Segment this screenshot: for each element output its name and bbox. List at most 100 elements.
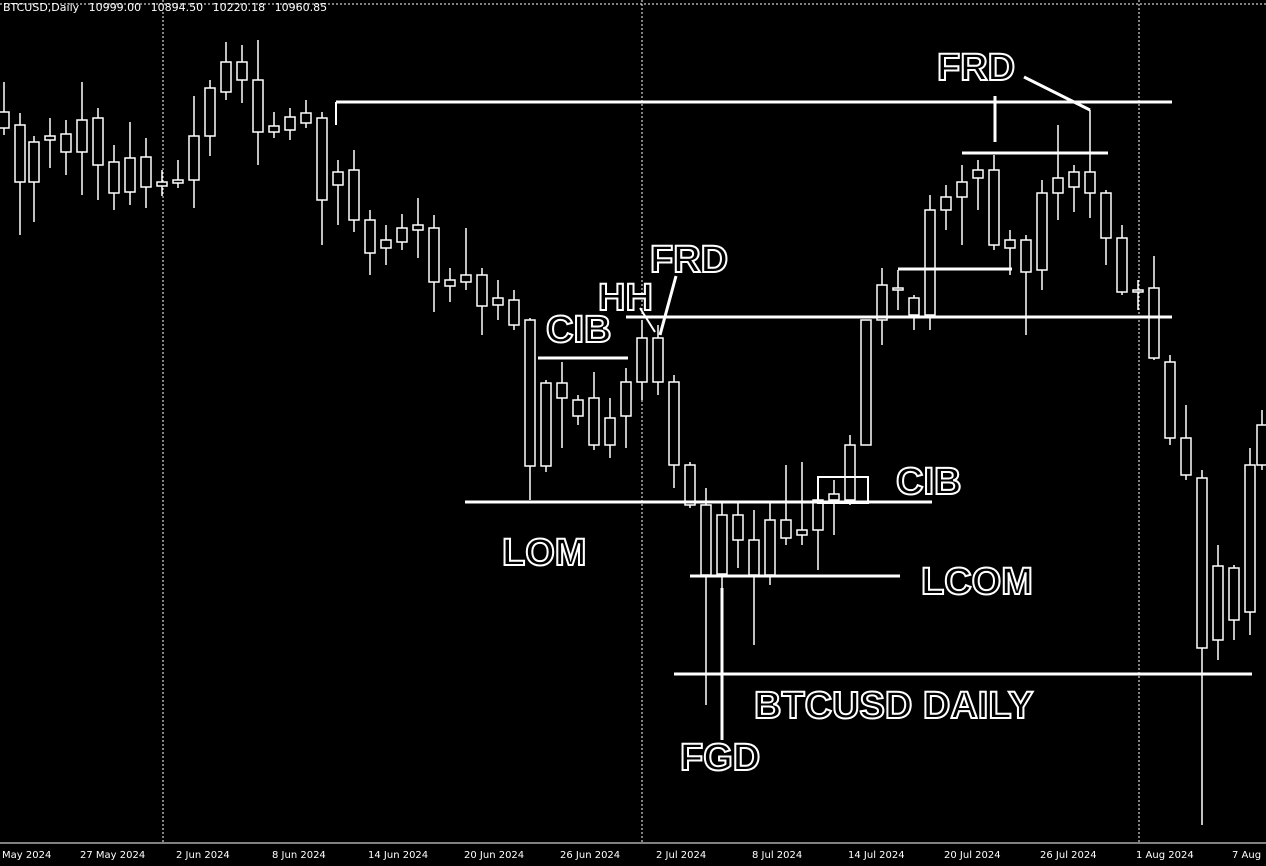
- lcom-label: LCOM: [921, 561, 1033, 603]
- candle: [316, 112, 328, 245]
- candle: [1212, 545, 1224, 660]
- candle: [1244, 448, 1256, 635]
- candle: [1180, 405, 1192, 480]
- candle: [940, 185, 952, 230]
- x-tick-label: 20 Jun 2024: [464, 850, 524, 861]
- candle: [892, 270, 904, 310]
- candle: [1084, 110, 1096, 218]
- candle: [236, 45, 248, 103]
- cib-right-label: CIB: [896, 461, 961, 503]
- close-value: 10960.85: [274, 1, 328, 14]
- candle: [204, 80, 216, 156]
- candle: [1116, 225, 1128, 295]
- annotations: FRD FRD HH CIB CIB LOM LCOM FGD BTCUSD D…: [501, 46, 1034, 780]
- x-tick-label: 1 Aug 2024: [1136, 850, 1194, 861]
- level-lines[interactable]: [335, 75, 1252, 740]
- candle: [908, 295, 920, 330]
- candle: [1052, 125, 1064, 220]
- candle: [396, 214, 408, 250]
- candle: [124, 122, 136, 205]
- candle: [1228, 565, 1240, 640]
- candle: [1132, 280, 1144, 310]
- chart-title: BTCUSD DAILY: [754, 685, 1033, 727]
- candle: [1196, 470, 1208, 825]
- candle: [332, 160, 344, 225]
- candle: [524, 318, 536, 500]
- candle: [732, 502, 744, 568]
- candle: [44, 118, 56, 168]
- open-value: 10999.00: [88, 1, 142, 14]
- candle: [876, 268, 888, 345]
- period-separators: [0, 0, 1266, 842]
- fgd-label: FGD: [680, 737, 760, 779]
- x-tick-label: 26 Jun 2024: [560, 850, 620, 861]
- x-tick-label: 8 Jun 2024: [272, 850, 326, 861]
- candle: [76, 82, 88, 195]
- candle: [972, 160, 984, 210]
- candles: [0, 40, 1266, 825]
- cib-left-label: CIB: [546, 309, 611, 351]
- hh-label: HH: [598, 277, 653, 319]
- candle: [1036, 180, 1048, 290]
- candle: [636, 320, 648, 400]
- candle: [268, 112, 280, 138]
- frd-pointer-line: [1023, 75, 1091, 112]
- candle: [428, 215, 440, 312]
- cib-right-box: [817, 476, 869, 504]
- candle: [828, 480, 840, 535]
- hh-pointer-line: [639, 307, 656, 333]
- x-tick-label: 8 Jul 2024: [752, 850, 802, 861]
- candle: [364, 210, 376, 275]
- candle: [956, 165, 968, 245]
- x-tick-label: 14 Jun 2024: [368, 850, 428, 861]
- candle: [220, 42, 232, 100]
- candle: [572, 395, 584, 425]
- candle: [60, 120, 72, 175]
- symbol-header: BTCUSD,Daily 10999.00 10894.50 10220.18 …: [3, 1, 333, 14]
- candle: [92, 108, 104, 200]
- candle: [684, 462, 696, 508]
- candle: [348, 150, 360, 232]
- frd-mid-pointer-line: [658, 275, 678, 336]
- candle: [780, 465, 792, 545]
- candle: [444, 268, 456, 302]
- candle: [492, 280, 504, 320]
- candle: [860, 319, 872, 446]
- candle: [140, 138, 152, 208]
- candle: [380, 225, 392, 265]
- candle: [508, 290, 520, 330]
- candle: [604, 398, 616, 458]
- candle: [620, 368, 632, 448]
- candle: [1164, 355, 1176, 445]
- candle: [1256, 410, 1266, 470]
- x-tick-label: 2 Jul 2024: [656, 850, 706, 861]
- candle: [540, 380, 552, 472]
- candle: [844, 435, 856, 505]
- x-tick-label: 20 Jul 2024: [944, 850, 1001, 861]
- x-tick-label: 7 Aug: [1232, 850, 1261, 861]
- x-tick-label: 14 Jul 2024: [848, 850, 905, 861]
- candle: [412, 198, 424, 258]
- candle: [588, 372, 600, 450]
- candle: [652, 325, 664, 395]
- candle: [284, 108, 296, 140]
- candle: [556, 362, 568, 448]
- x-tick-label: May 2024: [2, 850, 51, 861]
- candle: [476, 268, 488, 335]
- candle: [1148, 256, 1160, 360]
- symbol-name: BTCUSD,Daily: [3, 1, 80, 14]
- high-value: 10894.50: [150, 1, 204, 14]
- candle: [28, 136, 40, 222]
- candle: [924, 195, 936, 330]
- candle: [300, 100, 312, 128]
- frd-mid-label: FRD: [650, 239, 728, 281]
- candle: [1068, 165, 1080, 212]
- low-value: 10220.18: [212, 1, 266, 14]
- candle: [988, 155, 1000, 250]
- x-tick-label: 26 Jul 2024: [1040, 850, 1097, 861]
- candle: [252, 40, 264, 165]
- candle: [1100, 190, 1112, 265]
- candle: [156, 170, 168, 196]
